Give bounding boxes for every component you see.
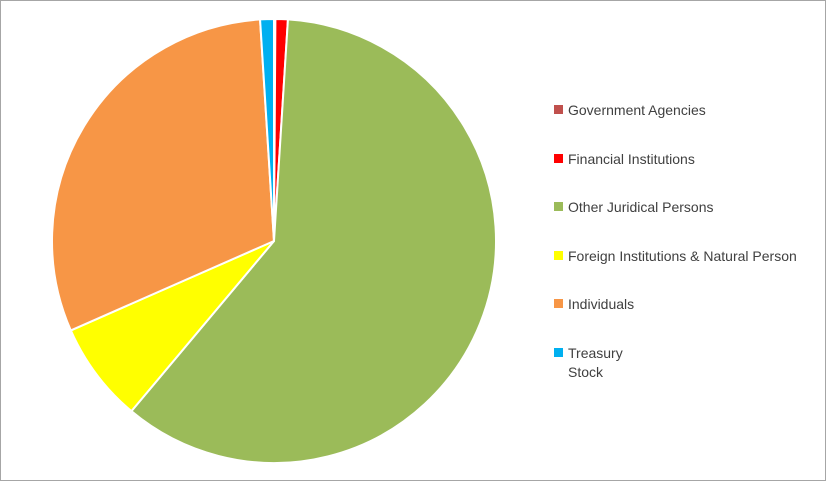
legend-item-2: Other Juridical Persons bbox=[554, 198, 819, 247]
legend-item-4: Individuals bbox=[554, 295, 819, 344]
legend-swatch bbox=[554, 347, 563, 357]
legend-label: Foreign Institutions & Natural Person bbox=[568, 247, 797, 264]
legend-label: Government Agencies bbox=[568, 102, 706, 118]
pie-slice-3 bbox=[69, 240, 275, 413]
legend-label: Financial Institutions bbox=[568, 150, 695, 167]
legend-swatch bbox=[554, 299, 563, 308]
pie-slice-2 bbox=[130, 18, 497, 464]
legend-item-0: Government Agencies bbox=[554, 101, 819, 150]
legend-item-3: Foreign Institutions & Natural Person bbox=[554, 247, 819, 296]
legend-swatch bbox=[554, 105, 563, 114]
legend-swatch bbox=[554, 202, 563, 211]
legend-swatch bbox=[554, 153, 563, 163]
legend-swatch bbox=[554, 250, 563, 260]
pie-slice-4 bbox=[51, 18, 275, 332]
pie-slice-5 bbox=[259, 18, 275, 242]
legend-label: Individuals bbox=[568, 296, 635, 312]
legend-label: Other Juridical Persons bbox=[568, 199, 714, 215]
legend-label: Treasury Stock bbox=[568, 344, 623, 380]
chart-legend: Government Agencies Financial Institution… bbox=[554, 101, 819, 392]
legend-item-5: Treasury Stock bbox=[554, 344, 819, 393]
legend-item-1: Financial Institutions bbox=[554, 150, 819, 199]
